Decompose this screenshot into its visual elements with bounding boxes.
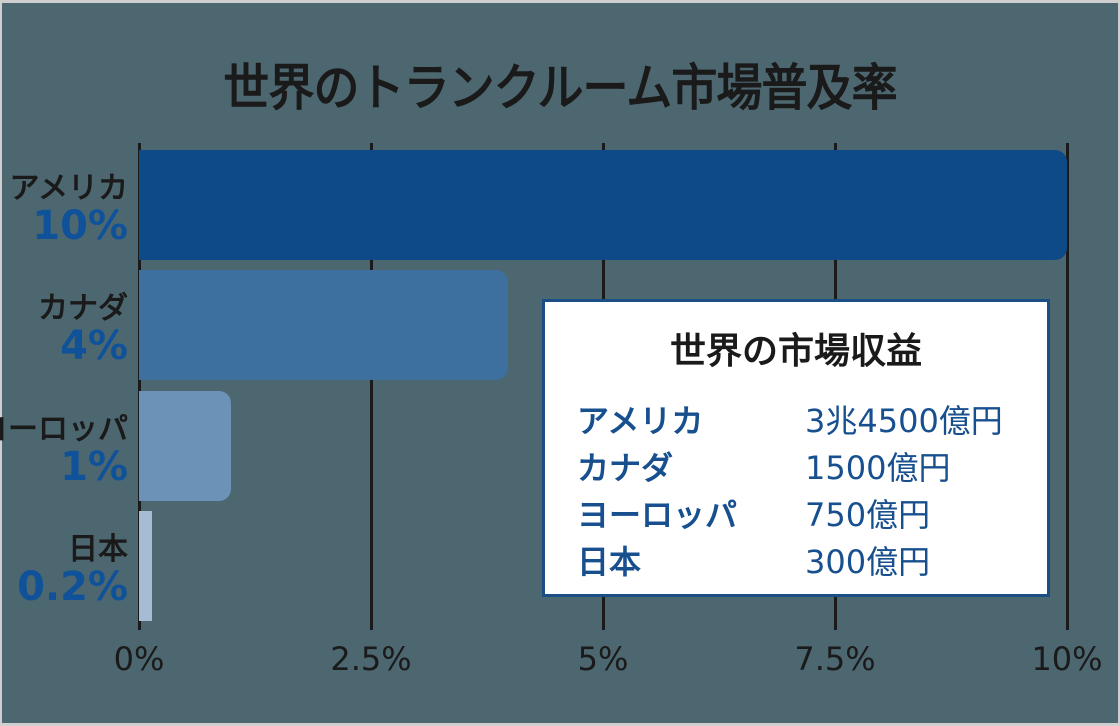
gridline-2.5 — [370, 143, 373, 630]
revenue-region: ヨーロッパ — [577, 496, 738, 534]
bar-japan — [139, 511, 152, 621]
category-label: アメリカ — [9, 171, 129, 206]
revenue-amount: 1500億円 — [805, 449, 951, 487]
revenue-region: アメリカ — [577, 402, 704, 440]
revenue-amount: 750億円 — [805, 496, 931, 534]
revenue-region: カナダ — [577, 449, 674, 487]
bar-america — [139, 150, 1067, 260]
chart-title: 世界のトランクルーム市場普及率 — [223, 59, 897, 117]
revenue-amount: 300億円 — [805, 543, 931, 581]
gridline-0 — [138, 143, 141, 630]
x-tick-label: 10% — [1031, 640, 1103, 678]
category-label: カナダ — [38, 291, 128, 326]
revenue-info-box: 世界の市場収益 アメリカ 3兆4500億円 カナダ 1500億円 ヨーロッパ 7… — [542, 299, 1050, 597]
bar-canada — [139, 270, 508, 380]
category-label: 日本 — [68, 532, 128, 567]
x-tick-label: 2.5% — [330, 640, 412, 678]
x-tick-label: 5% — [577, 640, 629, 678]
value-label: 4% — [60, 323, 128, 369]
revenue-box-title: 世界の市場収益 — [669, 331, 922, 372]
x-tick-label: 7.5% — [794, 640, 876, 678]
bar-europe — [139, 391, 231, 501]
x-tick-label: 0% — [113, 640, 165, 678]
value-label: 0.2% — [17, 564, 128, 610]
value-label: 10% — [32, 203, 128, 249]
revenue-amount: 3兆4500億円 — [805, 402, 1003, 440]
revenue-region: 日本 — [577, 543, 642, 581]
category-label: ヨーロッパ — [0, 412, 128, 447]
value-label: 1% — [60, 444, 128, 490]
gridline-10 — [1066, 143, 1069, 630]
